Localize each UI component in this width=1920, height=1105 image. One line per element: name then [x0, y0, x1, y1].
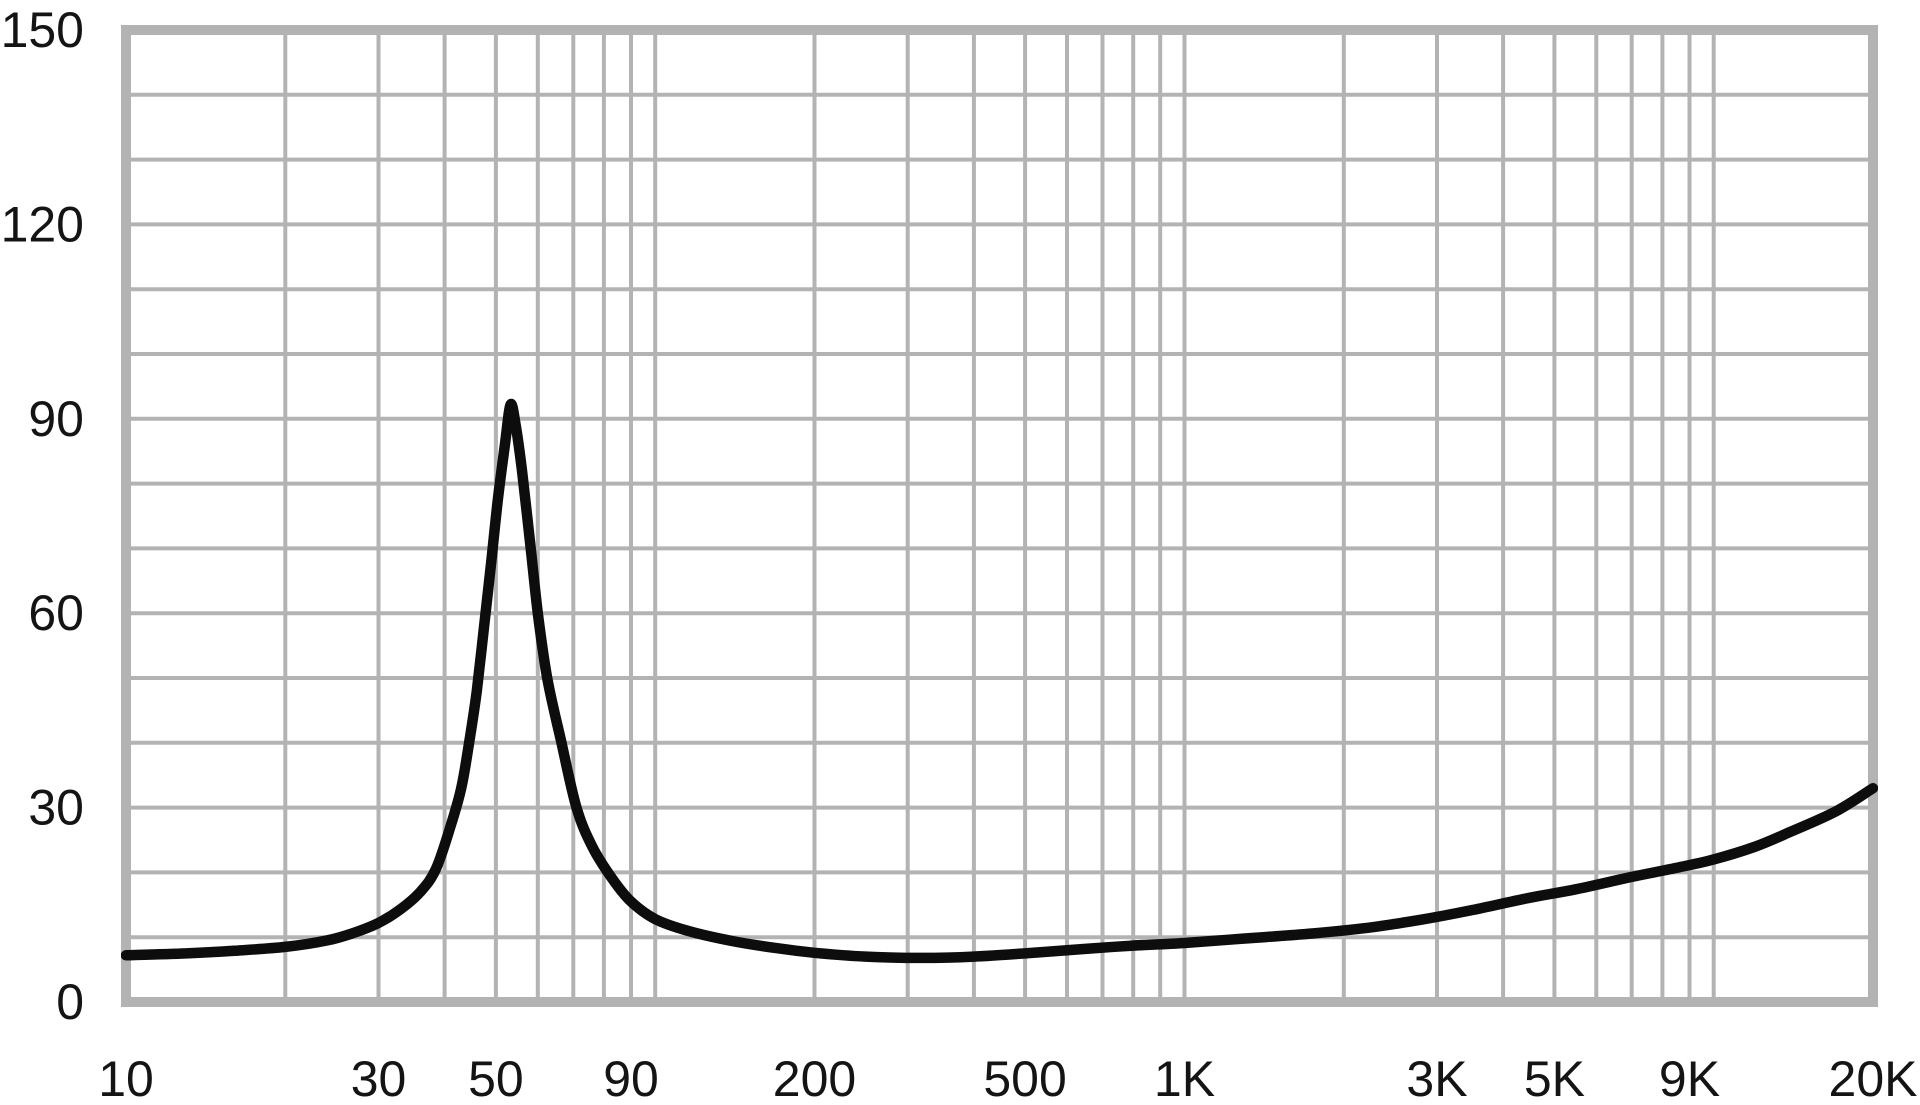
plot-frame: [121, 25, 1878, 1007]
x-tick-label: 3K: [1406, 1051, 1467, 1105]
frame-rect: [121, 25, 1878, 1007]
x-tick-label: 500: [983, 1051, 1066, 1105]
y-tick-label: 150: [1, 2, 84, 58]
y-tick-label: 60: [28, 585, 84, 641]
y-axis-labels: 150 120 90 60 30 0: [1, 2, 84, 1030]
impedance-curve: [121, 398, 1878, 964]
curve-layer: [121, 398, 1878, 964]
x-tick-label: 50: [468, 1051, 524, 1105]
y-tick-label: 0: [56, 974, 84, 1030]
y-tick-label: 120: [1, 196, 84, 252]
x-tick-label: 200: [773, 1051, 856, 1105]
x-tick-label: 90: [603, 1051, 659, 1105]
y-tick-label: 90: [28, 391, 84, 447]
x-tick-label: 1K: [1154, 1051, 1215, 1105]
x-tick-label: 30: [351, 1051, 407, 1105]
x-tick-label: 5K: [1524, 1051, 1585, 1105]
y-tick-label: 30: [28, 780, 84, 836]
x-tick-label: 9K: [1659, 1051, 1720, 1105]
x-tick-label: 20K: [1829, 1051, 1918, 1105]
x-tick-label: 10: [98, 1051, 154, 1105]
gridlines: [126, 30, 1873, 1002]
x-axis-labels: 10 30 50 90 200 500 1K 3K 5K 9K 20K: [98, 1051, 1917, 1105]
